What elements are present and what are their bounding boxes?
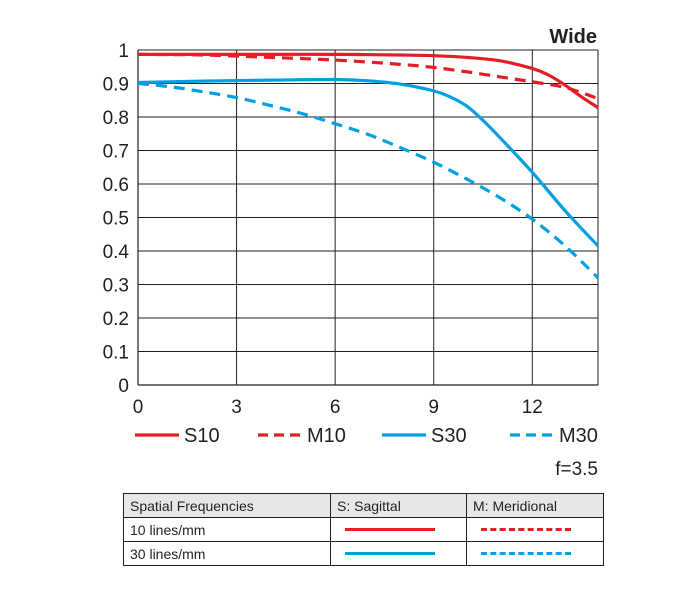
series-lines (137, 52, 600, 279)
key-table-header-row: Spatial Frequencies S: Sagittal M: Merid… (123, 493, 604, 518)
swatch-m10 (481, 528, 571, 531)
y-tick-label: 0.2 (103, 309, 129, 330)
key-table-row: 30 lines/mm (123, 541, 604, 566)
y-tick-label: 0.7 (103, 142, 129, 163)
row-label-10: 10 lines/mm (123, 517, 331, 542)
y-tick-label: 0.4 (103, 242, 130, 263)
legend-label-m10: M10 (307, 425, 346, 447)
header-sagittal: S: Sagittal (330, 493, 467, 518)
y-tick-label: 0.6 (103, 175, 129, 196)
y-tick-label: 0.5 (103, 209, 129, 230)
y-tick-label: 0.1 (103, 343, 129, 364)
y-tick-label: 0.9 (103, 75, 129, 96)
x-tick-label: 0 (133, 397, 144, 418)
legend-label-s30: S30 (431, 425, 467, 447)
legend-label-s10: S10 (184, 425, 220, 447)
chart-title: Wide (549, 26, 597, 48)
series-line-s10 (138, 52, 599, 109)
x-tick-label: 9 (428, 397, 439, 418)
y-tick-label: 0 (118, 376, 129, 397)
x-tick-label: 3 (231, 397, 242, 418)
header-meridional: M: Meridional (466, 493, 604, 518)
series-line-m10 (137, 52, 599, 101)
frequency-key-table: Spatial Frequencies S: Sagittal M: Merid… (123, 493, 604, 566)
aperture-label: f=3.5 (555, 459, 598, 480)
x-tick-label: 12 (522, 397, 543, 418)
tick-labels: 0 0.1 0.2 0.3 0.4 0.5 0.6 0.7 0.8 0.9 1 0 3 6 9 12 (103, 41, 543, 418)
mtf-chart: 0 0.1 0.2 0.3 0.4 0.5 0.6 0.7 0.8 0.9 1 0 3 6 9 12 Wide… (103, 26, 600, 480)
x-tick-label: 6 (330, 397, 341, 418)
row-label-30: 30 lines/mm (123, 541, 331, 566)
series-line-s30 (137, 77, 600, 248)
legend-label-m30: M30 (559, 425, 598, 447)
series-line-m30 (137, 81, 600, 279)
key-table-row: 10 lines/mm (123, 517, 604, 542)
y-tick-label: 0.8 (103, 108, 129, 129)
swatch-s10 (345, 528, 435, 531)
header-spatial-frequencies: Spatial Frequencies (123, 493, 331, 518)
y-tick-label: 0.3 (103, 276, 129, 297)
swatch-s30 (345, 552, 435, 555)
swatch-m30 (481, 552, 571, 555)
legend: S10 M10 S30 M30 (135, 425, 598, 447)
y-tick-label: 1 (118, 41, 129, 62)
